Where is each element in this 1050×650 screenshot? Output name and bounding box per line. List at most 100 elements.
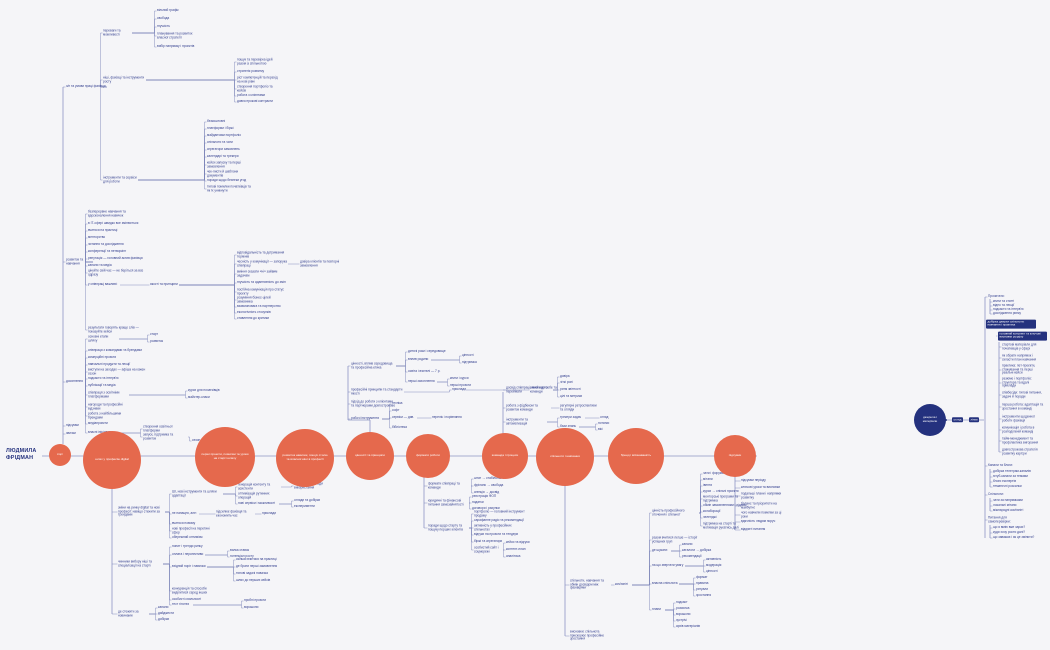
branch-node[interactable]: підтримка на старті та мотивація рухатис… — [703, 521, 739, 529]
branch-node[interactable]: інструменти та автоматизація — [506, 417, 528, 425]
branch-node[interactable]: довгострокова стратегія розвитку кар'єри — [1002, 447, 1038, 455]
branch-node[interactable]: експерименти — [294, 504, 315, 509]
branch-node[interactable]: підсумки періоду — [741, 478, 766, 483]
branch-node[interactable]: взаємоповага та партнерство — [237, 304, 281, 309]
branch-node[interactable]: канали — [682, 542, 693, 547]
branch-node[interactable]: тест гіпотез — [172, 602, 190, 607]
branch-node[interactable]: оплата і перспективи — [172, 552, 204, 557]
branch-node[interactable]: особистий сайт і соцмережі — [474, 545, 499, 553]
branch-node[interactable]: портфоліо — головний інструмент продажу — [474, 509, 525, 517]
branch-node[interactable]: чіткі ролі — [560, 380, 573, 385]
branch-node[interactable]: реєстрація ФОП — [472, 494, 497, 499]
branch-node[interactable]: ком'юніті — [615, 582, 629, 587]
branch-node[interactable]: типові помилки початківців та як їх уник… — [207, 184, 251, 192]
outline-box-node[interactable]: лінки — [969, 417, 980, 423]
branch-node[interactable]: чинники вибору ніші та спеціалізації на … — [118, 559, 152, 567]
branch-node[interactable]: скільки вчитися на практиці — [236, 557, 277, 562]
branch-node[interactable]: ритм звітності — [560, 387, 581, 392]
branch-node[interactable]: воркшопи — [244, 605, 259, 610]
branch-node[interactable]: спільноти, навчання та обмін досвідом мі… — [570, 578, 604, 590]
branch-node[interactable]: Прочитати: — [988, 294, 1005, 299]
branch-node[interactable]: ріст компетенцій та перехід на нові рівн… — [237, 75, 278, 83]
branch-node[interactable]: генерація контенту та асистенти — [238, 482, 271, 490]
branch-node[interactable]: фріланс → свобода — [474, 483, 504, 488]
branch-node[interactable]: відео та лекції — [993, 303, 1015, 308]
branch-node[interactable]: на що звертати увагу — [652, 563, 684, 568]
branch-node[interactable]: зростання — [696, 593, 712, 598]
branch-node[interactable]: дитячі роки і середовище — [408, 349, 446, 354]
timeline-topic-circle[interactable]: шлях у професію digital — [83, 431, 141, 489]
timeline-topic-circle[interactable]: спільноти і навчання — [536, 428, 594, 486]
branch-node[interactable]: цінність професійного оточення і спільно… — [652, 508, 685, 516]
branch-node[interactable]: книги і курси — [450, 376, 469, 381]
branch-node[interactable]: висновки: спільнота прискорює професійне… — [570, 629, 605, 641]
branch-node[interactable]: чати за напрямками — [993, 498, 1023, 503]
branch-node[interactable]: робота з фідбеком та розвиток команди — [506, 403, 538, 411]
branch-node[interactable]: правила — [696, 581, 709, 586]
branch-node[interactable]: оптимізація рутинних операцій — [238, 491, 270, 499]
branch-node[interactable]: конференції та нетворкінг — [88, 249, 127, 254]
branch-node[interactable]: попит і тренди ринку — [172, 544, 203, 549]
branch-node[interactable]: плани — [652, 607, 661, 612]
branch-node[interactable]: сезон 2 — [192, 438, 203, 443]
branch-node[interactable]: співпраця з командами та брендами — [88, 348, 143, 353]
branch-node[interactable]: подкасти та інтерв'ю — [88, 376, 119, 381]
branch-node[interactable]: інструменти та сервіси для роботи — [103, 175, 137, 183]
branch-node[interactable]: Питання для самоперевірки: — [988, 515, 1011, 523]
branch-node[interactable]: чого навчили помилки за ці роки — [741, 510, 782, 518]
branch-node[interactable]: освіта і вчителі — 7 р. — [408, 369, 441, 374]
branch-node[interactable]: довгострокові контракти — [237, 99, 273, 104]
branch-node[interactable]: тайм-менеджмент та профілактика вигоранн… — [1002, 436, 1039, 444]
branch-node[interactable]: блоги експертів — [993, 479, 1017, 484]
branch-node[interactable]: вилка ставок — [230, 548, 250, 553]
branch-node[interactable]: вміння сказати «ні» зайвим задачам — [237, 269, 278, 277]
branch-node[interactable]: довіра — [560, 374, 570, 379]
branch-node[interactable]: з/п та умови праці фахівця — [66, 84, 106, 89]
branch-node[interactable]: книги та статті — [993, 299, 1015, 304]
branch-node[interactable]: постійна комунікація про статус проєкту — [237, 287, 284, 295]
branch-node[interactable]: вдячність людям поруч — [741, 519, 776, 524]
resources-topic-circle[interactable]: джерела і матеріали — [914, 404, 946, 436]
branch-node[interactable]: цінуйте свій час — не беріться за все од… — [88, 268, 144, 276]
branch-node[interactable]: відповідальність та дотримання термінів — [237, 250, 285, 258]
branch-node[interactable]: Спільноти: — [988, 492, 1004, 497]
branch-node[interactable]: підхід до роботи з клієнтами та партнера… — [351, 399, 396, 407]
branch-node[interactable]: читання та дослідження — [88, 242, 124, 247]
branch-node[interactable]: приклади — [262, 511, 276, 516]
branch-node[interactable]: бібліотека — [392, 425, 407, 430]
branch-node[interactable]: гнучкість — [157, 24, 170, 29]
branch-node[interactable]: не панацея, але: — [172, 511, 197, 516]
branch-node[interactable]: старт — [150, 332, 158, 337]
branch-node[interactable]: рекомендації — [682, 554, 702, 559]
branch-node[interactable]: мітапи — [703, 477, 713, 482]
branch-node[interactable]: платформи і біржі — [207, 126, 234, 131]
branch-node[interactable]: потенціал росту — [230, 554, 254, 559]
branch-node[interactable]: виступи на заходах — афіша на кожен сезо… — [88, 367, 146, 375]
branch-node[interactable]: вікі — [598, 427, 603, 432]
branch-node[interactable]: формати співпраці та команди — [428, 481, 460, 489]
timeline-topic-circle[interactable]: формати роботи — [406, 434, 450, 478]
branch-node[interactable]: тематичні розсилки — [993, 484, 1022, 489]
branch-node[interactable]: сарафанне радіо та рекомендації — [474, 518, 524, 523]
branch-node[interactable]: досвід співпраці, який варто переймати — [506, 385, 548, 393]
branch-node[interactable]: робота з клієнтами — [237, 93, 266, 98]
branch-node[interactable]: активність у професійних спільнотах — [474, 523, 512, 531]
branch-node[interactable]: вхідний поріг і навички — [172, 564, 206, 569]
branch-node[interactable]: обережний оптимізм — [172, 535, 203, 540]
branch-node[interactable]: медіапроєкти — [88, 421, 108, 426]
branch-node[interactable]: спільноти та чати — [207, 140, 233, 145]
branch-node[interactable]: в ІТ-сфері швидко все змінюється — [88, 221, 139, 226]
branch-node[interactable]: чесність у комунікації — запорука співпр… — [237, 259, 287, 267]
branch-node[interactable]: зміни на ринку digital та нові професії:… — [118, 505, 160, 517]
branch-node[interactable]: юридичні та фінансові питання самозайнят… — [428, 498, 464, 506]
branch-node[interactable]: податки — [472, 500, 484, 505]
branch-node[interactable]: вибір напрямку і проєктів — [157, 44, 195, 49]
branch-node[interactable]: куди хочу рости далі? — [993, 530, 1026, 535]
branch-node[interactable]: агрегатори замовлень — [207, 147, 240, 152]
branch-node[interactable]: ритуали — [696, 587, 709, 592]
branch-node[interactable]: цінності — [706, 569, 718, 574]
branch-node[interactable]: перелік і порівняння — [432, 415, 462, 420]
branch-node[interactable]: подкаст — [676, 600, 688, 605]
branch-node[interactable]: дайджести — [158, 611, 175, 616]
branch-node[interactable]: якості та принципи — [150, 282, 178, 287]
